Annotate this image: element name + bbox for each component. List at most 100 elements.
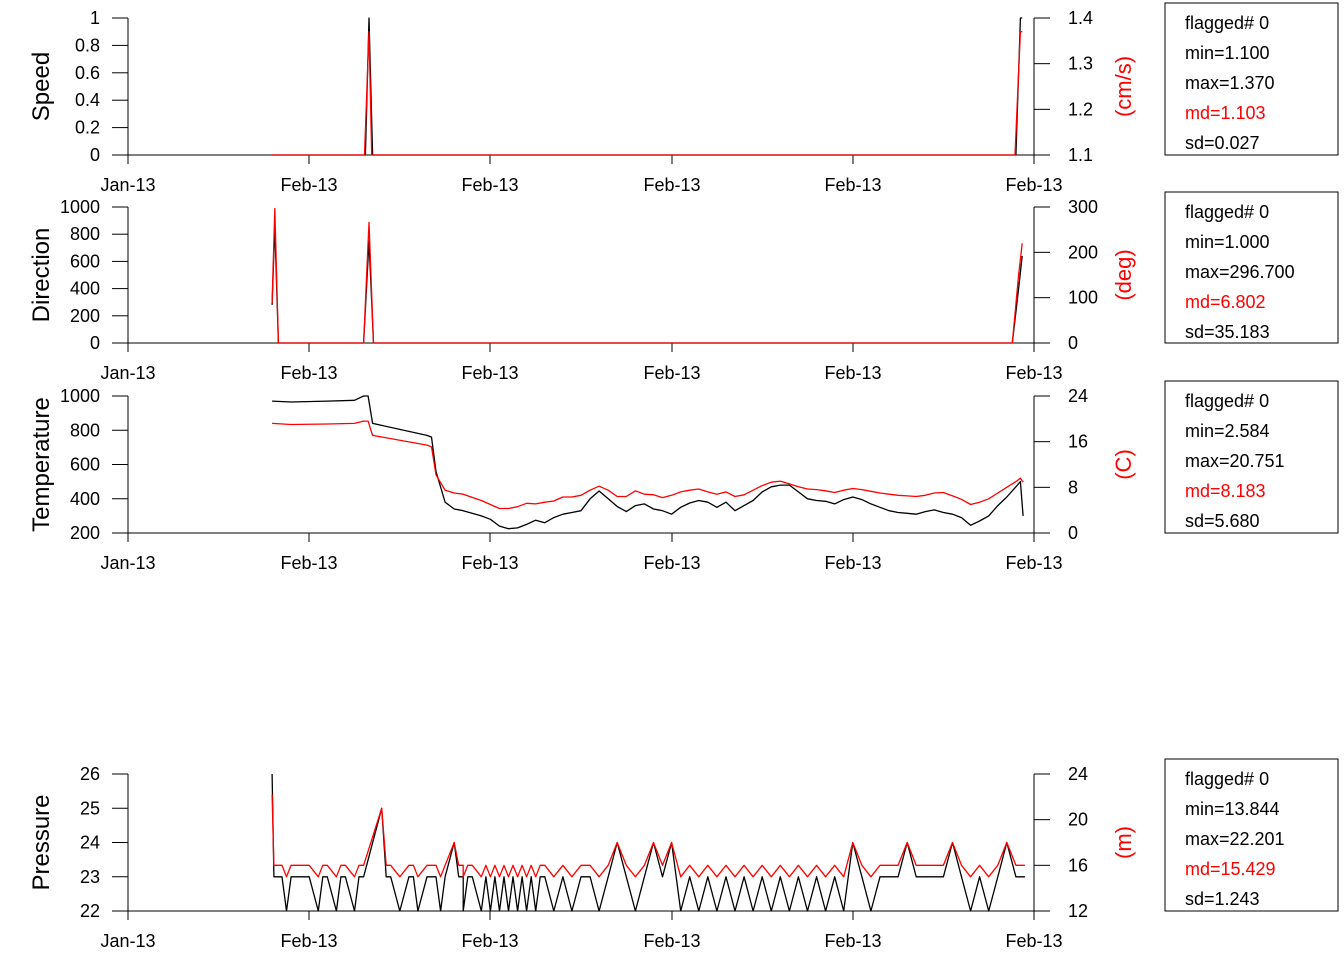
x-tick-label: Jan-13: [100, 553, 155, 573]
x-tick-label: Feb-13: [643, 175, 700, 195]
y-tick-label: 1: [90, 8, 100, 28]
y2-tick-label: 8: [1068, 477, 1078, 497]
y-tick-label: 400: [70, 279, 100, 299]
stats-md: md=6.802: [1185, 292, 1266, 312]
y-tick-label: 24: [80, 833, 100, 853]
y2-tick-label: 16: [1068, 432, 1088, 452]
y2-axis-label: (deg): [1111, 249, 1136, 300]
y-tick-label: 22: [80, 901, 100, 921]
y-axis-label: Speed: [28, 52, 55, 121]
y-tick-label: 0.8: [75, 35, 100, 55]
stats-box: [1164, 758, 1339, 912]
y2-tick-label: 1.2: [1068, 99, 1093, 119]
x-tick-label: Feb-13: [461, 553, 518, 573]
series-line: [272, 420, 1024, 510]
x-tick-label: Feb-13: [1005, 363, 1062, 383]
y2-axis-label: (m): [1111, 826, 1136, 859]
y-tick-label: 0.6: [75, 63, 100, 83]
stats-max: max=296.700: [1185, 262, 1295, 282]
y2-tick-label: 200: [1068, 242, 1098, 262]
stats-md: md=8.183: [1185, 481, 1266, 501]
stats-max: max=1.370: [1185, 73, 1275, 93]
stats-md: md=1.103: [1185, 103, 1266, 123]
x-tick-label: Feb-13: [824, 175, 881, 195]
y2-tick-label: 1.3: [1068, 54, 1093, 74]
y-tick-label: 0: [90, 145, 100, 165]
y-axis-label: Pressure: [28, 794, 55, 890]
stats-max: max=20.751: [1185, 451, 1285, 471]
y2-tick-label: 16: [1068, 855, 1088, 875]
y-tick-label: 0.2: [75, 118, 100, 138]
stats-min: min=1.000: [1185, 232, 1270, 252]
y2-tick-label: 300: [1068, 197, 1098, 217]
x-tick-label: Feb-13: [461, 175, 518, 195]
stats-sd: sd=5.680: [1185, 511, 1260, 531]
x-tick-label: Feb-13: [643, 553, 700, 573]
y-tick-label: 400: [70, 489, 100, 509]
y-tick-label: 800: [70, 224, 100, 244]
y-axis-label: Temperature: [28, 397, 55, 532]
stats-max: max=22.201: [1185, 829, 1285, 849]
y2-tick-label: 0: [1068, 333, 1078, 353]
y2-tick-label: 20: [1068, 810, 1088, 830]
y-tick-label: 600: [70, 455, 100, 475]
series-line: [271, 207, 1023, 344]
stats-flagged: flagged# 0: [1185, 391, 1269, 411]
y-tick-label: 0.4: [75, 90, 100, 110]
stats-min: min=1.100: [1185, 43, 1270, 63]
x-tick-label: Jan-13: [100, 175, 155, 195]
series-line: [271, 794, 1025, 878]
x-tick-label: Feb-13: [824, 931, 881, 951]
y-tick-label: 1000: [60, 386, 100, 406]
stats-flagged: flagged# 0: [1185, 202, 1269, 222]
y2-tick-label: 1.4: [1068, 8, 1093, 28]
stats-min: min=2.584: [1185, 421, 1270, 441]
series-line: [272, 395, 1024, 530]
series-line: [272, 17, 1023, 156]
y2-tick-label: 0: [1068, 523, 1078, 543]
x-tick-label: Feb-13: [280, 363, 337, 383]
x-tick-label: Feb-13: [280, 175, 337, 195]
y-axis-label: Direction: [28, 228, 55, 323]
stats-min: min=13.844: [1185, 799, 1280, 819]
stats-box: [1164, 380, 1339, 534]
x-tick-label: Feb-13: [824, 363, 881, 383]
y-tick-label: 800: [70, 420, 100, 440]
y-tick-label: 25: [80, 798, 100, 818]
stats-flagged: flagged# 0: [1185, 13, 1269, 33]
y-tick-label: 23: [80, 867, 100, 887]
y-tick-label: 600: [70, 251, 100, 271]
x-tick-label: Feb-13: [643, 931, 700, 951]
x-tick-label: Feb-13: [280, 931, 337, 951]
x-tick-label: Jan-13: [100, 931, 155, 951]
y2-tick-label: 1.1: [1068, 145, 1093, 165]
x-tick-label: Feb-13: [280, 553, 337, 573]
stats-box: [1164, 2, 1339, 156]
y2-axis-label: (C): [1111, 449, 1136, 480]
x-tick-label: Feb-13: [1005, 175, 1062, 195]
x-tick-label: Feb-13: [1005, 931, 1062, 951]
x-tick-label: Jan-13: [100, 363, 155, 383]
x-tick-label: Feb-13: [461, 363, 518, 383]
y-tick-label: 26: [80, 764, 100, 784]
y-tick-label: 1000: [60, 197, 100, 217]
y-tick-label: 0: [90, 333, 100, 353]
stats-sd: sd=1.243: [1185, 889, 1260, 909]
series-line: [271, 773, 1025, 912]
stats-md: md=15.429: [1185, 859, 1276, 879]
stats-sd: sd=35.183: [1185, 322, 1270, 342]
y-tick-label: 200: [70, 523, 100, 543]
y2-tick-label: 24: [1068, 764, 1088, 784]
x-tick-label: Feb-13: [824, 553, 881, 573]
x-tick-label: Feb-13: [643, 363, 700, 383]
stats-sd: sd=0.027: [1185, 133, 1260, 153]
y-tick-label: 200: [70, 306, 100, 326]
y2-tick-label: 12: [1068, 901, 1088, 921]
x-tick-label: Feb-13: [461, 931, 518, 951]
y2-axis-label: (cm/s): [1111, 56, 1136, 117]
x-tick-label: Feb-13: [1005, 553, 1062, 573]
y2-tick-label: 100: [1068, 288, 1098, 308]
series-line: [272, 31, 1023, 156]
y2-tick-label: 24: [1068, 386, 1088, 406]
